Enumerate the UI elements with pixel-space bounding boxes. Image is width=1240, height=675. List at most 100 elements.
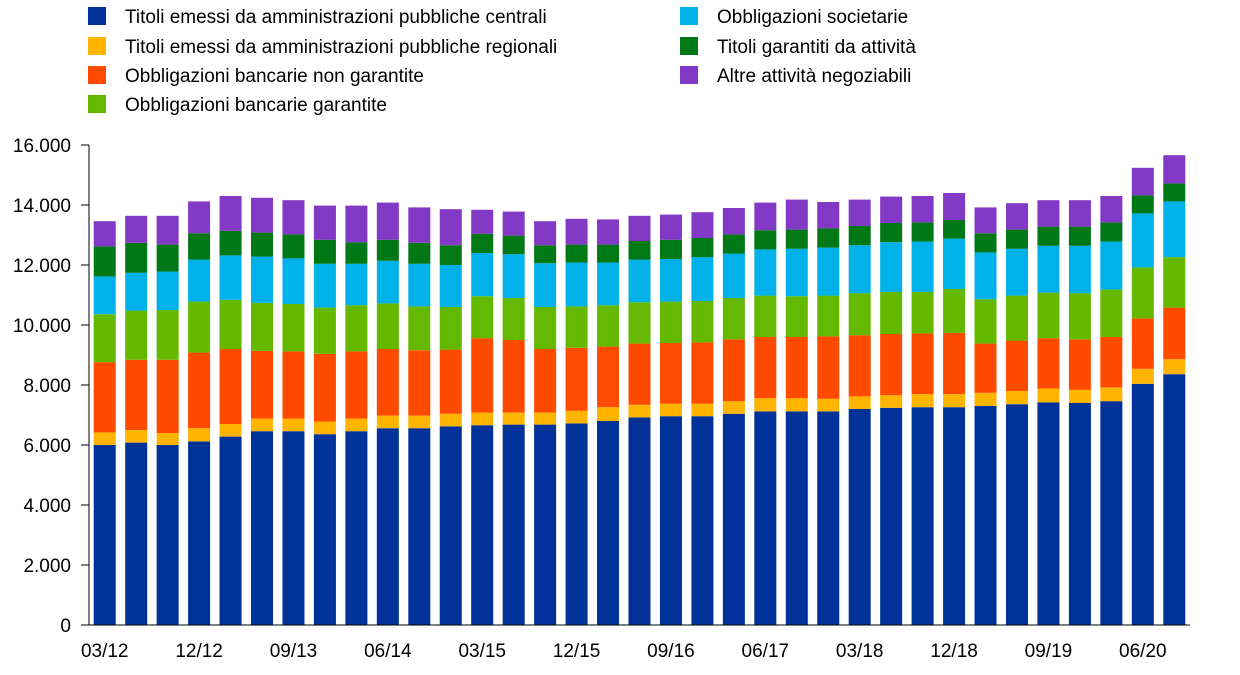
bar-segment [659, 239, 682, 259]
bar-segment [880, 196, 903, 223]
bar-segment [345, 305, 368, 352]
bar-segment [156, 271, 179, 310]
bar-segment [911, 333, 934, 394]
bar-segment [911, 407, 934, 625]
bar-segment [722, 253, 745, 298]
bar-segment [880, 223, 903, 243]
bar-segment [1068, 339, 1091, 390]
bar-segment [313, 421, 336, 435]
bar-segment [1131, 167, 1154, 196]
bar-segment [848, 226, 871, 246]
bar-segment [502, 424, 525, 625]
bar-segment [1100, 222, 1123, 242]
bar-segment [282, 258, 305, 304]
bar-segment [1005, 229, 1028, 249]
bar-segment [565, 218, 588, 245]
bar-segment [754, 202, 777, 231]
bar-segment [534, 245, 557, 264]
bar-segment [848, 409, 871, 625]
bar-segment [974, 392, 997, 406]
bar-segment [1037, 292, 1060, 339]
bar-segment [565, 306, 588, 348]
bar-segment [848, 199, 871, 226]
x-tick-label: 12/18 [930, 641, 978, 662]
bar-segment [408, 207, 431, 243]
bar-segment [848, 396, 871, 409]
bar-segment [754, 230, 777, 250]
bar-segment [251, 197, 274, 233]
bar-segment [156, 359, 179, 433]
bar-segment [93, 362, 116, 433]
bar-segment [565, 244, 588, 263]
bar-segment [376, 349, 399, 416]
y-axis: 0 2.000 4.000 6.000 8.000 10.000 12.000 14.000 1… [13, 136, 90, 637]
bar-segment [1037, 402, 1060, 625]
bar-segment [471, 253, 494, 297]
bar-segment [754, 337, 777, 399]
bar-segment [156, 433, 179, 445]
bar-segment [345, 431, 368, 625]
bar-segment [565, 410, 588, 424]
bar-segment [251, 418, 274, 432]
bar-segment [345, 205, 368, 243]
x-tick-label: 09/16 [647, 641, 695, 662]
bar-segment [659, 259, 682, 302]
bar-segment [691, 403, 714, 417]
bar-segment [219, 424, 242, 437]
y-tick-label: 16.000 [13, 136, 71, 157]
bar-segment [1163, 374, 1186, 625]
bar-segment [1005, 404, 1028, 625]
bar-segment [439, 245, 462, 265]
bar-segment [408, 415, 431, 429]
bar-segment [597, 262, 620, 306]
x-tick-label: 03/15 [458, 641, 506, 662]
bar-segment [911, 222, 934, 242]
bar-segment [943, 394, 966, 408]
bar-segment [345, 351, 368, 419]
bar-segment [534, 221, 557, 246]
bar-segment [1037, 338, 1060, 389]
bars [93, 155, 1186, 625]
bar-segment [943, 220, 966, 239]
bar-segment [880, 395, 903, 408]
bar-segment [722, 208, 745, 235]
bar-segment [313, 434, 336, 625]
bar-segment [817, 228, 840, 248]
legend-label: Titoli garantiti da attività [717, 37, 916, 58]
bar-segment [282, 234, 305, 259]
bar-segment [376, 202, 399, 240]
bar-segment [125, 430, 148, 443]
bar-segment [1131, 213, 1154, 268]
bar-segment [282, 418, 305, 432]
bar-segment [251, 256, 274, 303]
bar-segment [1131, 195, 1154, 214]
bar-segment [1068, 293, 1091, 340]
bar-segment [1100, 401, 1123, 625]
bar-segment [943, 193, 966, 220]
bar-segment [974, 406, 997, 625]
bar-segment [471, 209, 494, 234]
bar-segment [93, 432, 116, 445]
bar-segment [754, 295, 777, 337]
x-tick-label: 06/14 [364, 641, 412, 662]
bar-segment [597, 219, 620, 245]
bar-segment [471, 425, 494, 625]
y-tick-label: 8.000 [23, 376, 71, 397]
bar-segment [974, 233, 997, 253]
bar-segment [817, 398, 840, 412]
legend-swatch [88, 66, 106, 84]
bar-segment [597, 346, 620, 408]
bar-segment [471, 233, 494, 253]
bar-segment [817, 247, 840, 296]
bar-segment [125, 215, 148, 243]
bar-segment [251, 232, 274, 257]
bar-segment [1163, 307, 1186, 360]
bar-segment [880, 292, 903, 334]
bar-segment [502, 412, 525, 425]
bar-segment [722, 339, 745, 402]
bar-segment [1163, 201, 1186, 258]
bar-segment [691, 342, 714, 404]
bar-segment [691, 301, 714, 343]
x-tick-label: 12/15 [553, 641, 601, 662]
